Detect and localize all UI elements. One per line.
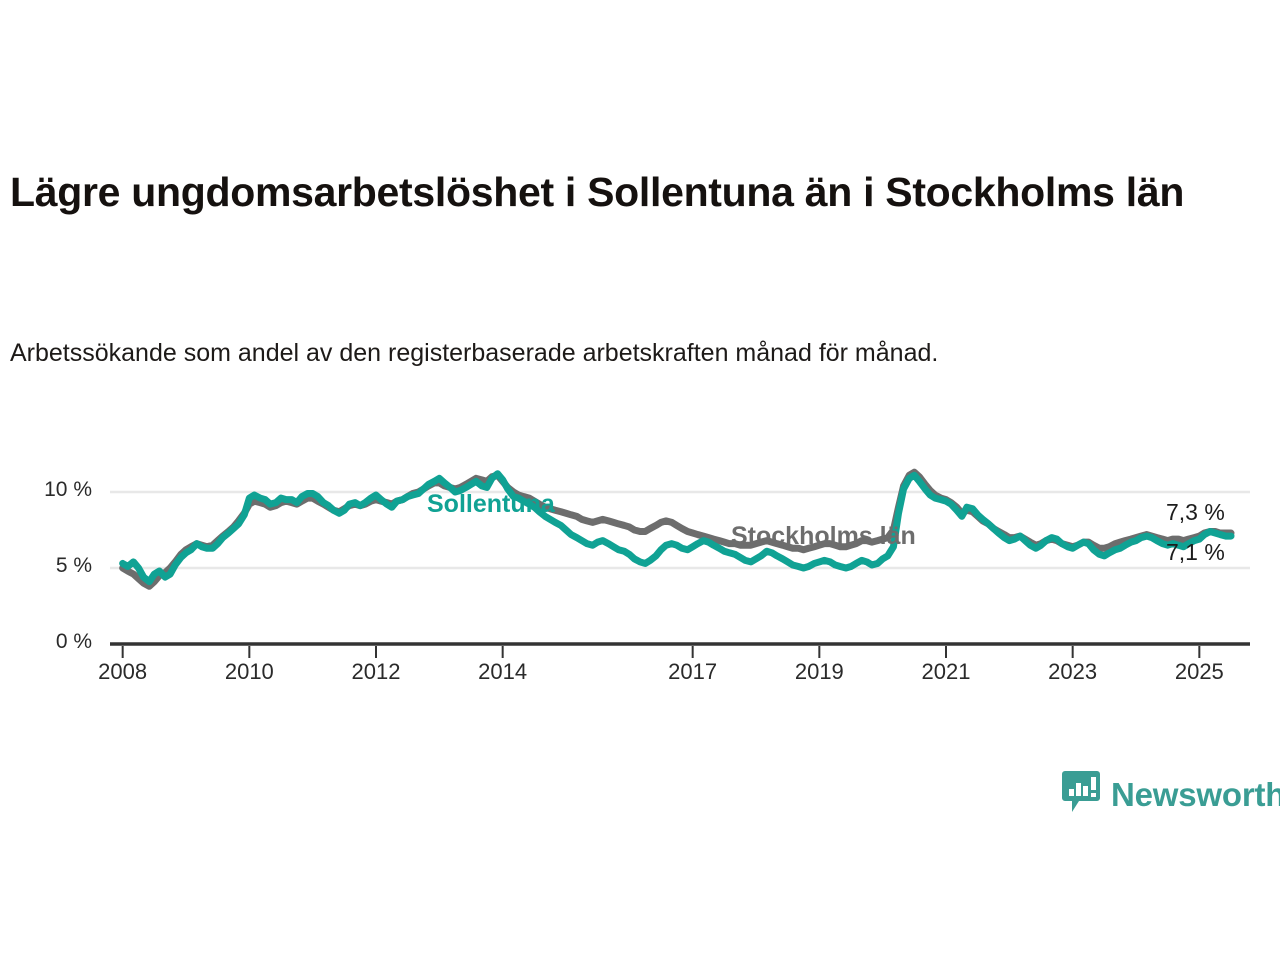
chart-canvas <box>110 468 1250 658</box>
stockholm-series-label: Stockholms län <box>731 522 916 550</box>
sollentuna-end-value-label: 7,1 % <box>1166 539 1225 565</box>
newsworthy-wordmark: Newsworthy <box>1111 775 1280 813</box>
page-title: Lägre ungdomsarbetslöshet i Sollentuna ä… <box>10 169 1185 216</box>
series-line-sollentuna <box>119 470 1235 586</box>
x-tick-label-2014: 2014 <box>478 659 528 684</box>
newsworthy-logo: Newsworthy <box>1062 770 1280 819</box>
x-tick-label-2025: 2025 <box>1174 659 1224 684</box>
stockholm-end-value-label: 7,3 % <box>1166 499 1225 525</box>
y-tick-label-0: 0 % <box>55 630 92 653</box>
y-tick-label-5: 5 % <box>55 554 92 577</box>
chart-subtitle: Arbetssökande som andel av den registerb… <box>10 339 939 367</box>
series-paths <box>119 468 1235 590</box>
x-tick-label-2021: 2021 <box>921 659 971 684</box>
x-tick-label-2023: 2023 <box>1048 659 1098 684</box>
bar-chart-speech-bubble-icon <box>1062 770 1100 819</box>
sollentuna-series-label: Sollentuna <box>427 490 555 518</box>
axis-ticks <box>121 646 1201 658</box>
gridlines <box>110 490 1250 570</box>
x-tick-label-2019: 2019 <box>794 659 844 684</box>
x-tick-label-2017: 2017 <box>668 659 718 684</box>
line-chart: 10 % 5 % 0 % 2008 2010 2012 2014 2017 2019 202… <box>0 440 1280 710</box>
y-tick-label-10: 10 % <box>44 478 92 501</box>
x-tick-label-2010: 2010 <box>224 659 274 684</box>
x-tick-label-2012: 2012 <box>351 659 401 684</box>
x-tick-label-2008: 2008 <box>98 659 148 684</box>
